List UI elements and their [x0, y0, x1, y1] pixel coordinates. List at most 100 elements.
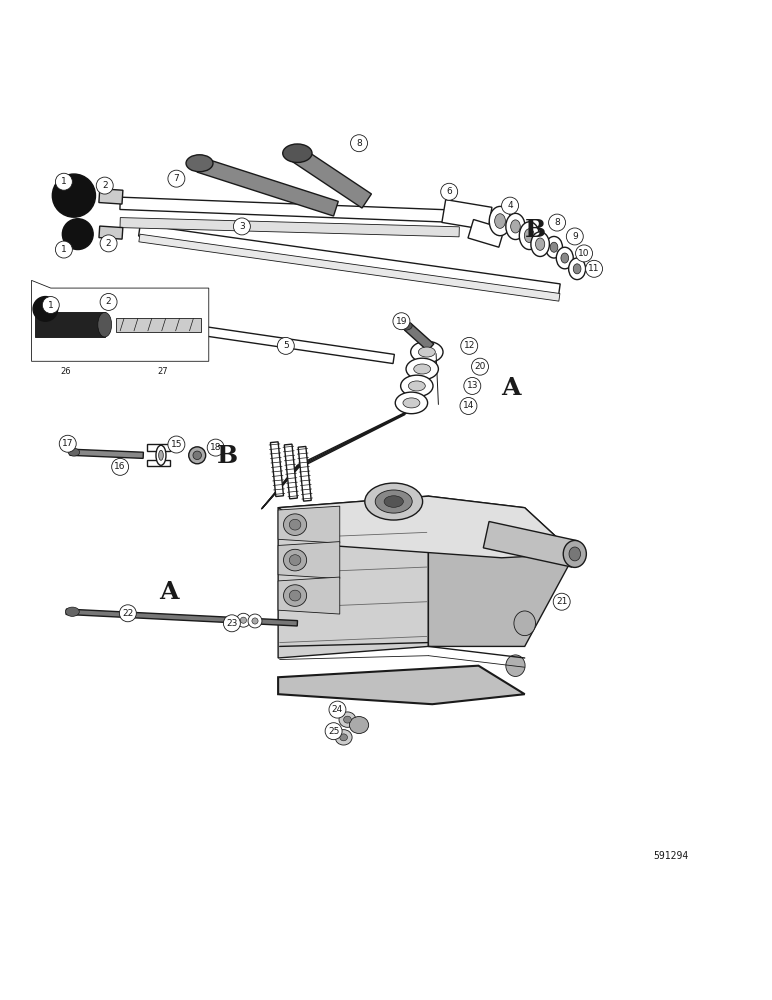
Ellipse shape	[401, 375, 433, 397]
Circle shape	[120, 605, 137, 622]
Polygon shape	[66, 609, 297, 626]
Text: 1: 1	[61, 177, 66, 186]
Text: B: B	[216, 444, 238, 468]
Ellipse shape	[159, 450, 164, 460]
Ellipse shape	[98, 312, 112, 337]
Ellipse shape	[569, 547, 581, 561]
Text: 5: 5	[283, 341, 289, 350]
Polygon shape	[270, 442, 283, 497]
Text: 12: 12	[463, 341, 475, 350]
Circle shape	[393, 313, 410, 330]
Circle shape	[460, 398, 477, 414]
Circle shape	[277, 337, 294, 354]
Polygon shape	[293, 148, 371, 208]
Circle shape	[464, 377, 481, 394]
Text: 10: 10	[578, 249, 590, 258]
Circle shape	[567, 228, 584, 245]
Ellipse shape	[340, 734, 347, 741]
Polygon shape	[483, 521, 577, 567]
Polygon shape	[278, 496, 428, 658]
Ellipse shape	[290, 555, 301, 566]
Polygon shape	[120, 218, 459, 237]
Ellipse shape	[403, 398, 420, 408]
Ellipse shape	[546, 236, 563, 258]
Ellipse shape	[186, 155, 213, 172]
Ellipse shape	[531, 232, 550, 256]
Ellipse shape	[569, 258, 586, 280]
Ellipse shape	[510, 220, 520, 233]
Text: 11: 11	[588, 264, 600, 273]
Ellipse shape	[524, 229, 534, 243]
Ellipse shape	[395, 392, 428, 414]
Polygon shape	[147, 444, 171, 451]
Circle shape	[586, 260, 602, 277]
Ellipse shape	[561, 253, 569, 263]
Text: 14: 14	[462, 401, 474, 410]
Text: 21: 21	[556, 597, 567, 606]
Ellipse shape	[156, 445, 166, 465]
Polygon shape	[99, 226, 123, 239]
Circle shape	[42, 297, 59, 314]
Polygon shape	[139, 225, 560, 295]
Polygon shape	[298, 446, 311, 501]
Circle shape	[329, 701, 346, 718]
Circle shape	[100, 293, 117, 310]
Circle shape	[168, 436, 185, 453]
Circle shape	[33, 297, 58, 321]
Ellipse shape	[193, 451, 201, 460]
Ellipse shape	[283, 585, 306, 606]
Ellipse shape	[350, 717, 369, 733]
Ellipse shape	[66, 607, 80, 616]
Circle shape	[168, 170, 185, 187]
Ellipse shape	[283, 549, 306, 571]
Polygon shape	[278, 666, 525, 704]
Text: A: A	[502, 376, 521, 400]
Circle shape	[96, 177, 113, 194]
Text: 3: 3	[239, 222, 245, 231]
Ellipse shape	[495, 214, 506, 228]
Polygon shape	[278, 496, 575, 558]
Text: 23: 23	[226, 619, 238, 628]
Text: 27: 27	[157, 367, 168, 376]
Text: 25: 25	[328, 727, 339, 736]
Ellipse shape	[248, 614, 262, 628]
Ellipse shape	[536, 238, 545, 250]
Polygon shape	[120, 197, 459, 223]
Ellipse shape	[414, 364, 431, 374]
Polygon shape	[32, 280, 208, 361]
Ellipse shape	[489, 206, 511, 236]
Ellipse shape	[375, 490, 412, 513]
Text: 15: 15	[171, 440, 182, 449]
Polygon shape	[83, 308, 109, 320]
Polygon shape	[468, 220, 504, 247]
Circle shape	[52, 174, 96, 217]
Ellipse shape	[418, 347, 435, 357]
Text: 2: 2	[102, 181, 107, 190]
Text: 18: 18	[210, 443, 222, 452]
Polygon shape	[428, 496, 575, 646]
Polygon shape	[139, 234, 560, 301]
Text: 591294: 591294	[654, 851, 689, 861]
Ellipse shape	[408, 381, 425, 391]
Circle shape	[112, 458, 129, 475]
Circle shape	[549, 214, 566, 231]
Circle shape	[441, 183, 458, 200]
Circle shape	[56, 173, 73, 190]
Ellipse shape	[283, 144, 312, 162]
Ellipse shape	[344, 716, 351, 723]
Circle shape	[502, 197, 519, 214]
Ellipse shape	[365, 483, 422, 520]
Text: 8: 8	[356, 139, 362, 148]
Text: 2: 2	[106, 239, 111, 248]
Polygon shape	[442, 200, 492, 230]
Circle shape	[325, 723, 342, 740]
Text: 1: 1	[48, 301, 54, 310]
Circle shape	[56, 241, 73, 258]
Ellipse shape	[506, 655, 525, 676]
Polygon shape	[117, 309, 136, 319]
Ellipse shape	[384, 496, 403, 507]
Polygon shape	[70, 449, 144, 458]
Text: 24: 24	[332, 705, 343, 714]
Polygon shape	[284, 444, 297, 499]
Text: A: A	[159, 580, 178, 604]
